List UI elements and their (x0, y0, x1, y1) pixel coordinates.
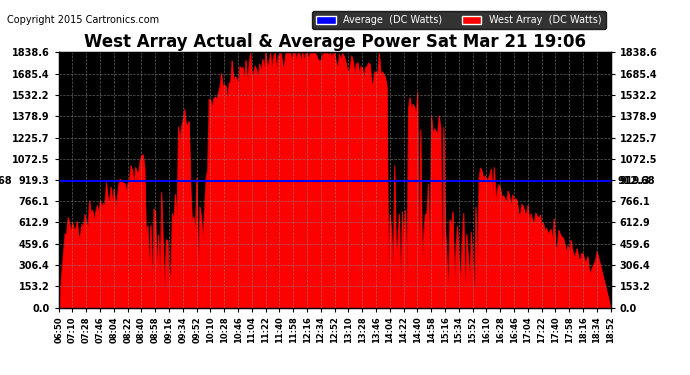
Text: 912.68: 912.68 (0, 176, 12, 186)
Text: 912.68: 912.68 (618, 176, 656, 186)
Title: West Array Actual & Average Power Sat Mar 21 19:06: West Array Actual & Average Power Sat Ma… (83, 33, 586, 51)
Text: Copyright 2015 Cartronics.com: Copyright 2015 Cartronics.com (7, 15, 159, 25)
Legend: Average  (DC Watts), West Array  (DC Watts): Average (DC Watts), West Array (DC Watts… (313, 12, 606, 29)
